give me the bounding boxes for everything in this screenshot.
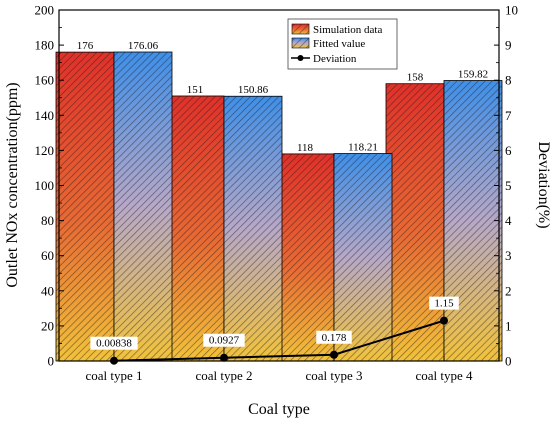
y-tick-label-5: 100 bbox=[35, 178, 55, 193]
y2-tick-label-0: 0 bbox=[505, 354, 512, 369]
y2-tick-label-10: 10 bbox=[505, 3, 518, 18]
y-tick-label-9: 180 bbox=[35, 38, 55, 53]
y2-tick-label-7: 7 bbox=[505, 108, 512, 123]
y2-axis-title: Deviation(%) bbox=[535, 141, 550, 228]
bar-simulation-hatch-2 bbox=[166, 95, 224, 362]
y-tick-label-3: 60 bbox=[41, 248, 54, 263]
x-tick-label-3: coal type 3 bbox=[305, 368, 362, 383]
y-tick-label-8: 160 bbox=[35, 73, 55, 88]
legend-swatch-simulation-hatch bbox=[292, 24, 309, 34]
deviation-label-4: 1.15 bbox=[434, 298, 454, 310]
legend-label-deviation: Deviation bbox=[313, 53, 357, 65]
bar-label-simulation-2: 151 bbox=[187, 84, 204, 96]
bar-simulation-hatch-4 bbox=[386, 83, 444, 362]
deviation-label-bg-2 bbox=[203, 333, 245, 347]
bar-fitted-hatch-3 bbox=[334, 153, 392, 361]
data-labels-layer: 176 151 118 158 176.06 150.86 118.21 159.82 bbox=[77, 40, 488, 154]
deviation-line bbox=[113, 319, 445, 362]
bar-label-simulation-4: 158 bbox=[407, 72, 424, 84]
legend-label-fitted: Fitted value bbox=[313, 38, 365, 50]
deviation-label-bg-4 bbox=[429, 296, 459, 310]
legend: Simulation data Fitted value Deviation bbox=[287, 18, 398, 70]
y2-tick-label-9: 9 bbox=[505, 38, 512, 53]
bar-label-simulation-1: 176 bbox=[77, 40, 94, 52]
y-tick-label-2: 40 bbox=[41, 283, 54, 298]
bar-label-fitted-1: 176.06 bbox=[128, 40, 159, 52]
y2-tick-label-8: 8 bbox=[505, 73, 512, 88]
bar-label-fitted-3: 118.21 bbox=[348, 142, 378, 154]
y-axis-title: Outlet NOx concentration(ppm) bbox=[4, 82, 21, 287]
bar-fitted-hatch-4 bbox=[444, 80, 502, 361]
y-tick-label-6: 120 bbox=[35, 143, 55, 158]
bar-label-fitted-2: 150.86 bbox=[238, 84, 269, 96]
deviation-point-3 bbox=[330, 350, 338, 359]
deviation-label-2: 0.0927 bbox=[209, 335, 240, 347]
x-axis-title: Coal type bbox=[248, 401, 310, 418]
x-tick-label-1: coal type 1 bbox=[85, 368, 142, 383]
y2-tick-label-5: 5 bbox=[505, 178, 512, 193]
y2-tick-label-3: 3 bbox=[505, 248, 512, 263]
y-tick-label-10: 200 bbox=[35, 3, 55, 18]
bar-fitted-hatch-1 bbox=[114, 52, 172, 361]
deviation-label-bg-3 bbox=[316, 330, 352, 344]
y2-tick-label-4: 4 bbox=[505, 213, 512, 228]
x-axis: coal type 1 coal type 2 coal type 3 coal ty… bbox=[85, 356, 473, 383]
y-tick-label-4: 80 bbox=[41, 213, 54, 228]
legend-label-simulation: Simulation data bbox=[313, 24, 382, 36]
y2-tick-label-1: 1 bbox=[505, 318, 512, 333]
y2-tick-label-6: 6 bbox=[505, 143, 512, 158]
deviation-label-1: 0.00838 bbox=[96, 338, 132, 350]
bar-simulation-hatch-1 bbox=[56, 52, 114, 362]
bar-label-simulation-3: 118 bbox=[297, 142, 314, 154]
bar-simulation-hatch-3 bbox=[276, 153, 334, 361]
bar-fitted-hatch-2 bbox=[224, 96, 282, 362]
y-axis-right: 0 1 2 3 4 5 6 7 8 9 10 bbox=[494, 3, 518, 369]
y-tick-label-1: 20 bbox=[41, 318, 54, 333]
y-tick-label-0: 0 bbox=[48, 354, 55, 369]
bar-label-fitted-4: 159.82 bbox=[458, 69, 488, 81]
legend-swatch-fitted-hatch bbox=[292, 38, 309, 48]
x-tick-label-2: coal type 2 bbox=[195, 368, 252, 383]
deviation-line-layer: 0.00838 0.0927 0.178 1.15 bbox=[90, 296, 459, 365]
x-tick-label-4: coal type 4 bbox=[415, 368, 473, 383]
y-axis-left: 0 20 40 60 80 100 120 140 160 180 200 bbox=[35, 3, 64, 369]
bars-layer bbox=[55, 51, 503, 362]
y-tick-label-7: 140 bbox=[35, 108, 55, 123]
deviation-label-bg-1 bbox=[90, 336, 138, 350]
deviation-point-4 bbox=[440, 316, 448, 325]
deviation-label-3: 0.178 bbox=[322, 332, 347, 344]
legend-swatch-deviation-marker bbox=[297, 55, 304, 61]
y2-tick-label-2: 2 bbox=[505, 283, 512, 298]
